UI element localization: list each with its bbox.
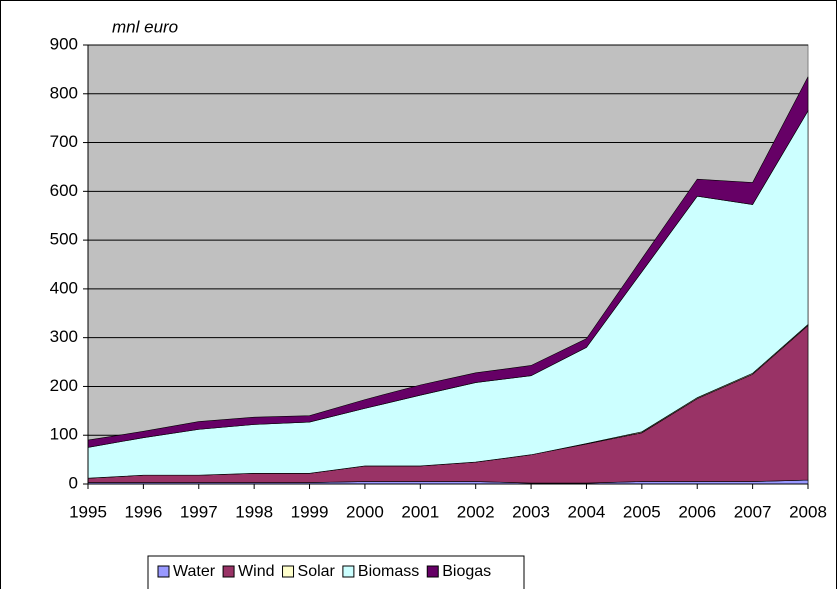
x-tick-label: 2007 [734, 502, 772, 521]
x-tick-label: 2000 [346, 502, 384, 521]
x-tick-label: 2004 [568, 502, 606, 521]
y-tick-label: 200 [50, 376, 78, 395]
y-tick-label: 500 [50, 230, 78, 249]
x-tick-label: 1996 [124, 502, 162, 521]
legend-swatch [426, 565, 439, 578]
axes: 0 100 200 300 400 500 600 700 800 900 1995 1996 1997… [50, 34, 827, 521]
y-tick-label: 700 [50, 132, 78, 151]
y-tick-label: 800 [50, 83, 78, 102]
legend-label: Solar [298, 563, 336, 580]
legend: Water Wind Solar Biomass Biogas [147, 555, 525, 589]
legend-box [147, 555, 525, 589]
x-tick-label: 1999 [291, 502, 329, 521]
legend-swatch [222, 565, 235, 578]
x-tick-label: 1995 [69, 502, 107, 521]
y-tick-label: 300 [50, 327, 78, 346]
legend-swatch [157, 565, 170, 578]
area [87, 76, 809, 448]
x-tick-label: 1998 [235, 502, 273, 521]
x-tick-label: 2005 [623, 502, 661, 521]
legend-label: Biogas [442, 563, 491, 580]
y-axis-label: mnl euro [112, 17, 178, 36]
legend-swatch [282, 565, 295, 578]
legend-label: Water [173, 563, 216, 580]
x-tick-label: 1997 [180, 502, 218, 521]
y-tick-label: 600 [50, 181, 78, 200]
y-tick-label: 400 [50, 278, 78, 297]
y-tick-label: 0 [69, 473, 78, 492]
y-tick-label: 900 [50, 34, 78, 53]
x-tick-label: 2001 [401, 502, 439, 521]
x-tick-label: 2003 [512, 502, 550, 521]
legend-label: Wind [238, 563, 274, 580]
x-tick-label: 2006 [678, 502, 716, 521]
x-tick-label: 2002 [457, 502, 495, 521]
legend-swatch [342, 565, 355, 578]
y-tick-label: 100 [50, 425, 78, 444]
legend-label: Biomass [358, 563, 419, 580]
x-tick-label: 2008 [789, 502, 827, 521]
